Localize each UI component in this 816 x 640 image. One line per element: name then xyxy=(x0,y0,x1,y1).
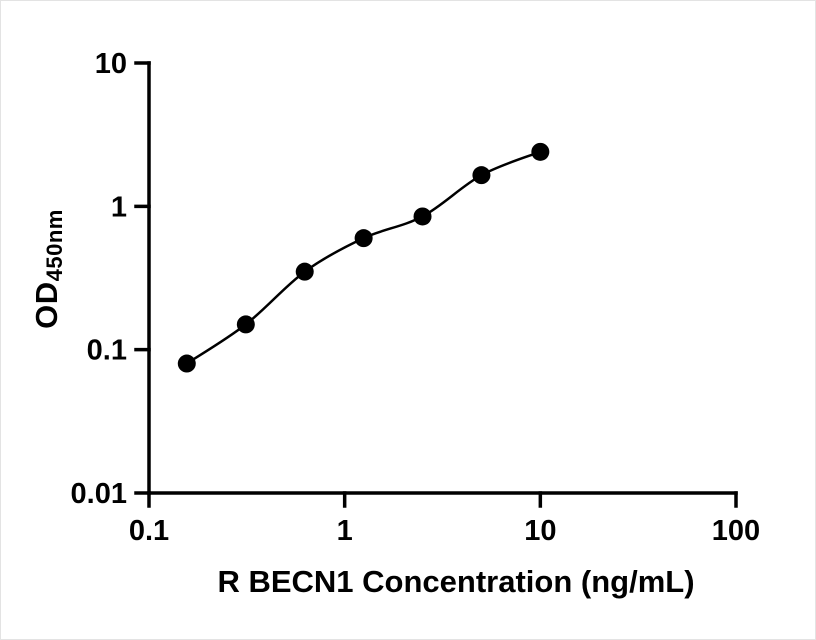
y-axis-title: OD450nm xyxy=(29,209,67,329)
data-point-marker xyxy=(177,354,196,373)
data-point-marker xyxy=(531,142,550,161)
y-tick-label: 10 xyxy=(95,48,127,80)
data-point-marker xyxy=(472,166,491,185)
x-tick-label: 0.1 xyxy=(129,515,169,547)
data-point-marker xyxy=(295,262,314,281)
x-axis-title: R BECN1 Concentration (ng/mL) xyxy=(217,564,695,599)
y-tick-label: 0.1 xyxy=(87,335,127,367)
x-tick-label: 100 xyxy=(712,515,760,547)
data-point-marker xyxy=(236,315,255,334)
x-tick-label: 1 xyxy=(337,515,353,547)
y-tick-label: 0.01 xyxy=(71,478,127,510)
fit-curve xyxy=(186,150,541,365)
y-tick-label: 1 xyxy=(111,191,127,223)
y-axis-title-main: OD xyxy=(29,281,64,329)
y-axis-title-subscript: 450nm xyxy=(42,209,67,282)
data-point-marker xyxy=(413,207,432,226)
x-tick-label: 10 xyxy=(524,515,556,547)
data-point-marker xyxy=(354,229,373,248)
